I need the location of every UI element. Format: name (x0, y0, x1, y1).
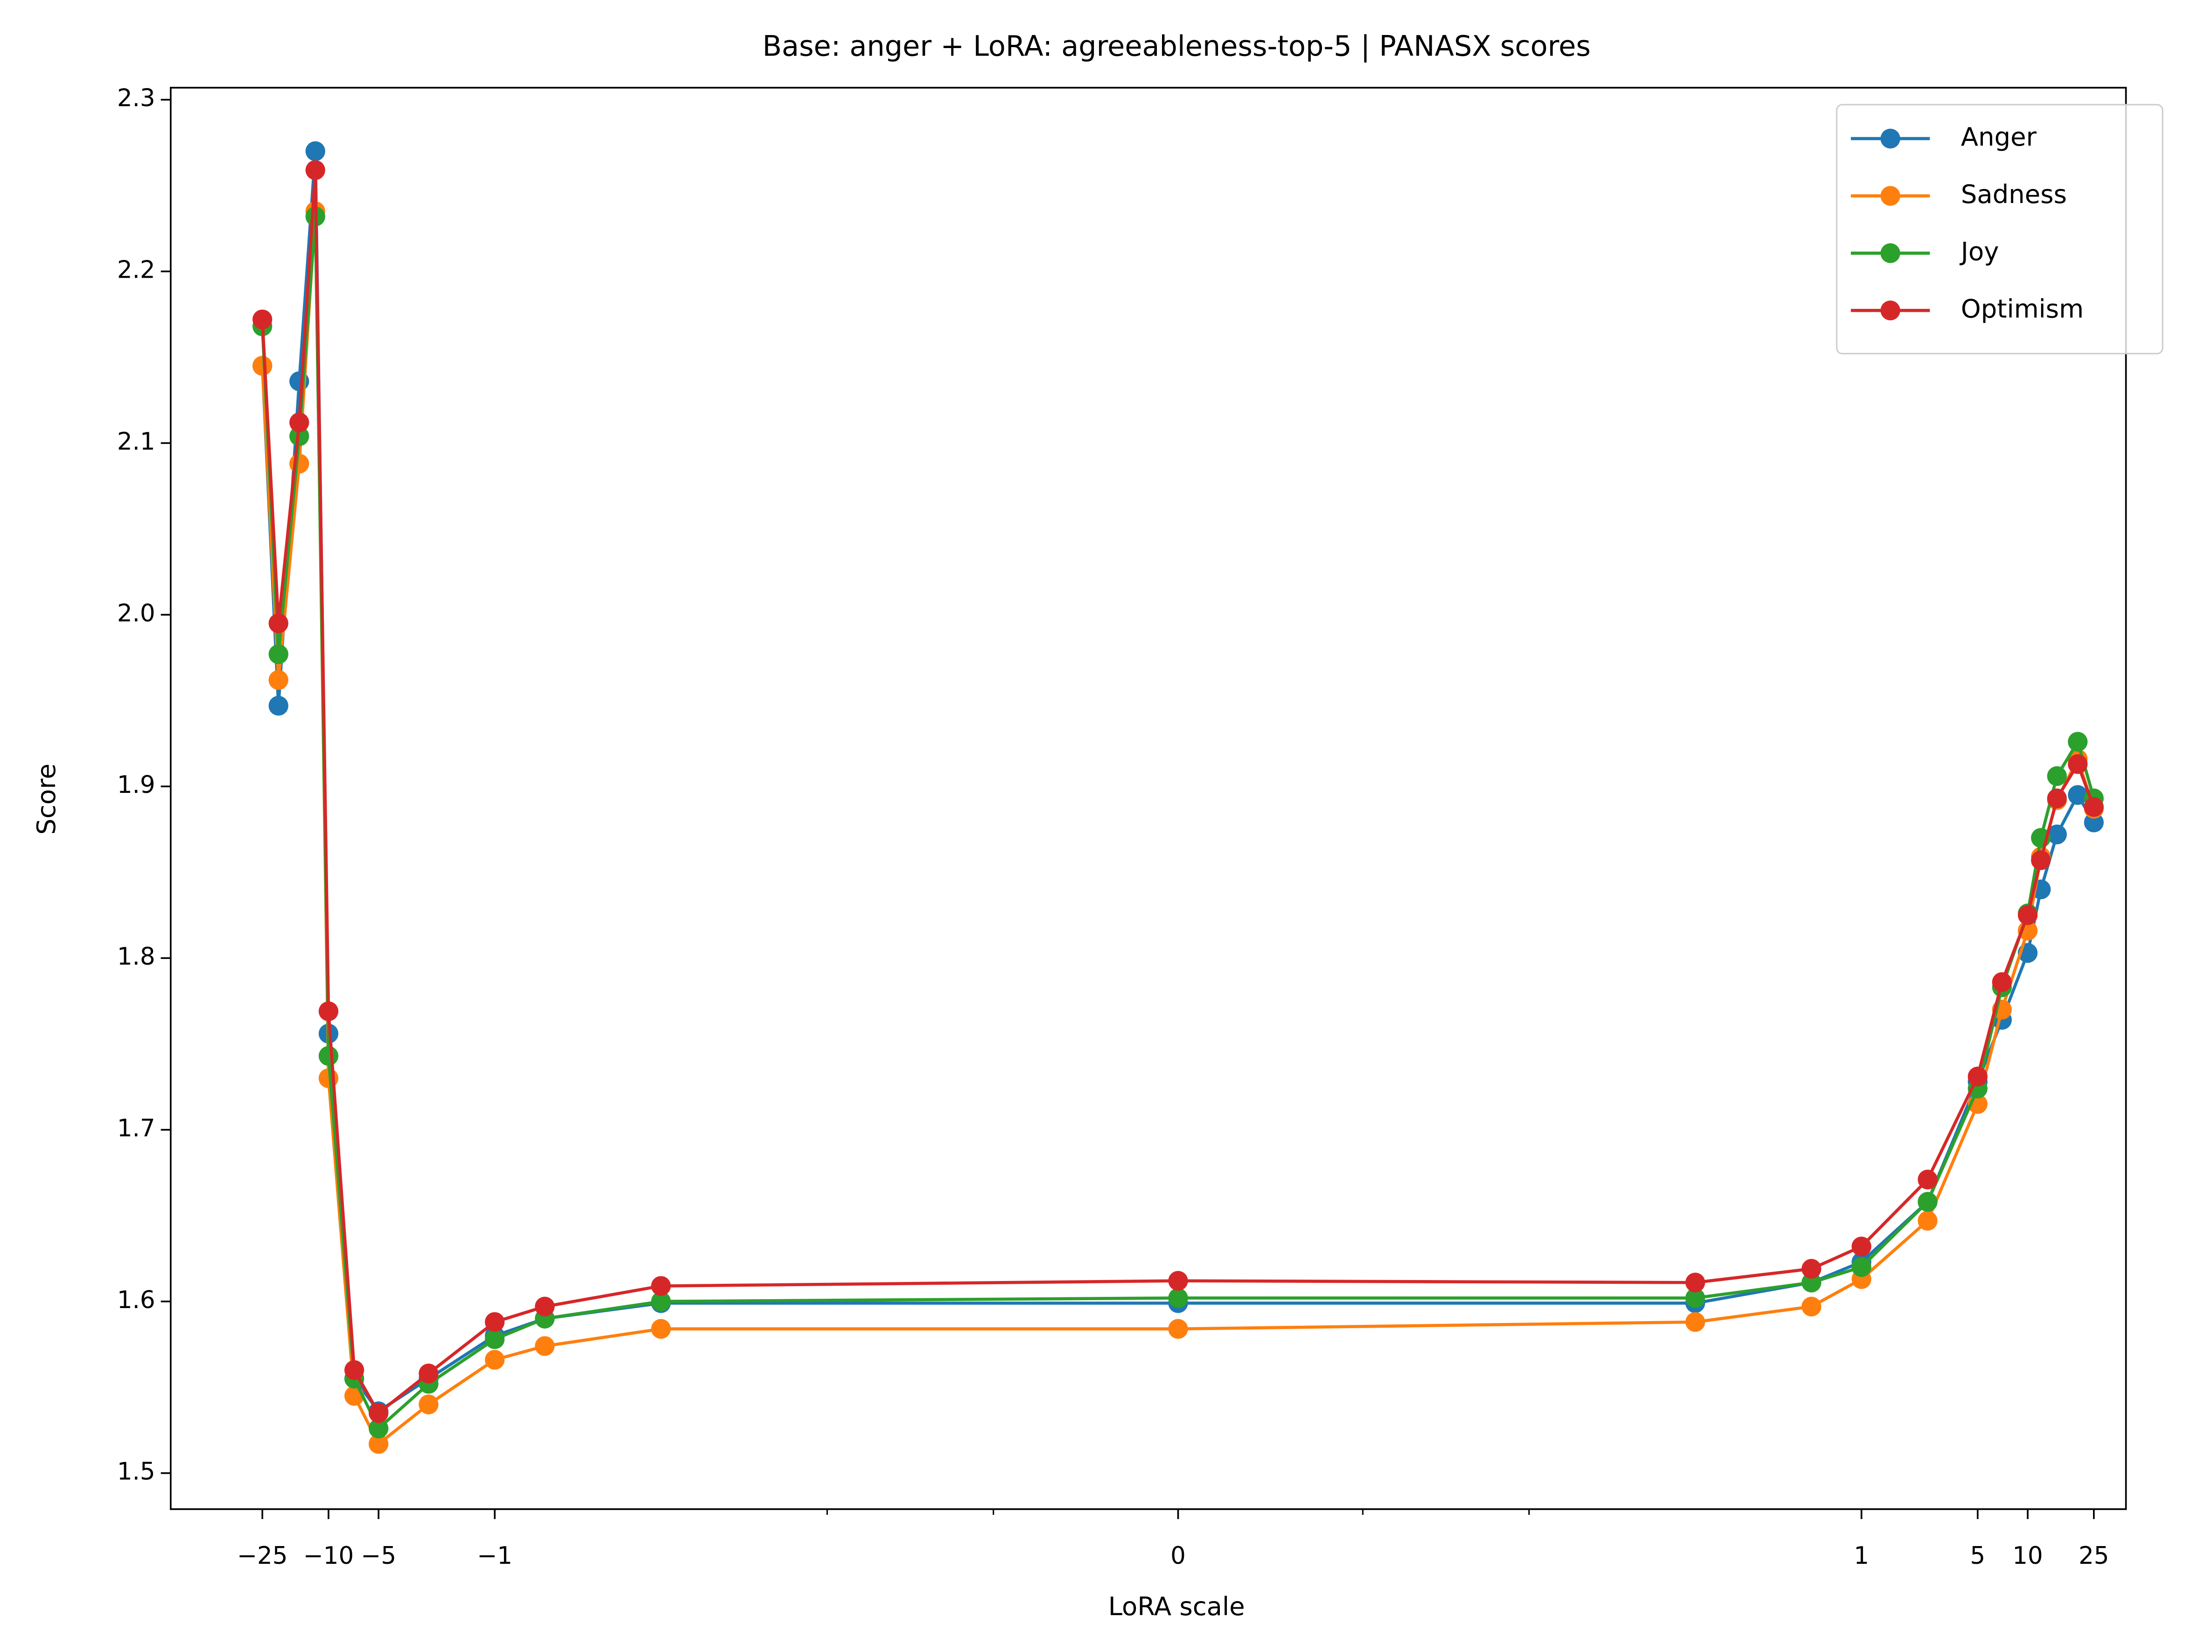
x-tick-label: 10 (2012, 1542, 2043, 1570)
legend-label: Joy (1960, 237, 1999, 266)
y-tick-label: 2.2 (117, 256, 155, 284)
point (318, 1046, 339, 1066)
point (1851, 1257, 1872, 1277)
point (2047, 766, 2067, 786)
x-tick-label: 5 (1970, 1542, 1985, 1570)
point (268, 696, 288, 716)
point (2047, 788, 2067, 809)
point (419, 1364, 439, 1384)
legend: Anger Sadness Joy Optimism (1836, 104, 2163, 355)
legend-label: Sadness (1961, 179, 2067, 209)
y-tick-label: 2.1 (117, 427, 155, 455)
point (2084, 797, 2104, 817)
y-tick-label: 1.7 (117, 1114, 155, 1142)
legend-marker (1880, 186, 1900, 206)
point (369, 1403, 389, 1423)
y-tick-label: 2.0 (117, 599, 155, 627)
point (344, 1360, 364, 1380)
legend-marker (1880, 301, 1900, 321)
point (1168, 1288, 1188, 1308)
point (484, 1329, 505, 1349)
y-axis-label: Score (31, 763, 61, 835)
y-tick-label: 2.3 (117, 84, 155, 112)
chart-title: Base: anger + LoRA: agreeableness-top-5 … (763, 30, 1591, 63)
x-tick-label: 1 (1854, 1542, 1869, 1570)
point (651, 1291, 671, 1311)
point (252, 356, 273, 376)
point (1801, 1273, 1821, 1293)
point (484, 1312, 505, 1332)
point (651, 1276, 671, 1296)
legend-marker (1880, 243, 1900, 263)
point (484, 1350, 505, 1370)
point (268, 613, 288, 633)
point (318, 1001, 339, 1022)
y-tick-label: 1.6 (117, 1286, 155, 1314)
point (2017, 905, 2038, 925)
point (268, 670, 288, 690)
point (1685, 1312, 1705, 1332)
point (1801, 1296, 1821, 1317)
x-tick-label: 0 (1170, 1542, 1186, 1570)
point (2047, 824, 2067, 845)
point (289, 454, 309, 474)
point (1685, 1273, 1705, 1293)
x-tick-label: −5 (361, 1542, 396, 1570)
point (651, 1319, 671, 1339)
legend-label: Optimism (1961, 294, 2084, 323)
x-tick-label: 25 (2079, 1542, 2109, 1570)
point (2084, 812, 2104, 833)
point (369, 1418, 389, 1439)
point (289, 413, 309, 433)
point (2068, 785, 2088, 805)
legend-label: Anger (1961, 122, 2037, 152)
point (1168, 1271, 1188, 1291)
y-tick-label: 1.8 (117, 943, 155, 971)
point (1967, 1066, 1988, 1087)
point (252, 309, 273, 329)
point (1918, 1211, 1938, 1231)
point (2031, 850, 2051, 870)
x-tick-label: −1 (477, 1542, 512, 1570)
point (268, 644, 288, 665)
point (305, 160, 325, 180)
point (535, 1296, 555, 1317)
x-tick-label: −25 (237, 1542, 287, 1570)
point (419, 1394, 439, 1414)
point (369, 1434, 389, 1454)
point (535, 1336, 555, 1356)
x-tick-label: −10 (303, 1542, 354, 1570)
plot-frame (169, 87, 2127, 1510)
point (1992, 972, 2012, 992)
legend-marker (1880, 128, 1900, 149)
point (1918, 1192, 1938, 1212)
point (2068, 732, 2088, 752)
point (1168, 1319, 1188, 1339)
point (2068, 754, 2088, 774)
legend-box (1836, 104, 2163, 355)
point (305, 141, 325, 161)
y-tick-label: 1.5 (117, 1458, 155, 1486)
point (1801, 1259, 1821, 1279)
y-tick-label: 1.9 (117, 771, 155, 799)
x-axis-label: LoRA scale (1108, 1591, 1245, 1621)
point (1851, 1236, 1872, 1257)
point (1685, 1288, 1705, 1308)
point (1918, 1169, 1938, 1190)
